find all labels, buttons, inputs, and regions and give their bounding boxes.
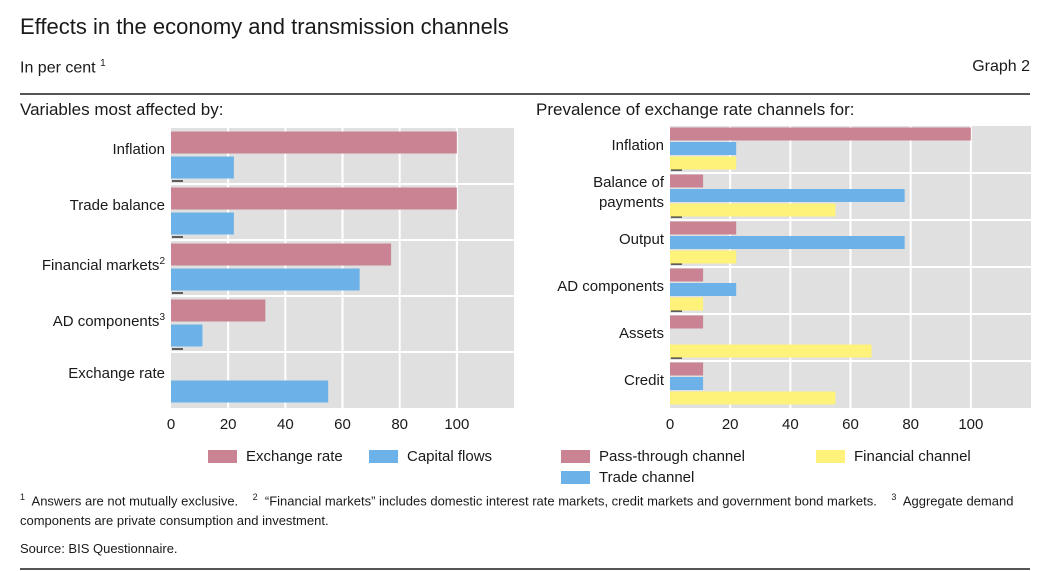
category-label: Financial markets2 — [41, 256, 165, 274]
legend-item: Exchange rate — [208, 448, 343, 465]
legend-label: Capital flows — [407, 448, 493, 465]
x-tick-label: 0 — [167, 416, 175, 433]
bar-pass-through-channel-balance-of-payments — [670, 174, 704, 188]
bar-capital-flows-inflation — [171, 156, 234, 179]
category-label: Balance of payments — [593, 173, 664, 211]
chart-title: Effects in the economy and transmission … — [20, 14, 509, 39]
bar-capital-flows-ad-components — [171, 324, 203, 347]
x-tick-label: 100 — [444, 416, 469, 433]
legend-label: Pass-through channel — [599, 448, 745, 465]
footnotes: 1 Answers are not mutually exclusive. 2 … — [20, 487, 1035, 531]
subtitle-text: In per cent — [20, 59, 96, 77]
bar-exchange-rate-ad-components — [171, 299, 266, 322]
legend-swatch — [561, 450, 590, 463]
legend-item: Financial channel — [816, 448, 971, 465]
category-footnote-mark: 3 — [159, 312, 165, 323]
bar-financial-channel-balance-of-payments — [670, 203, 836, 217]
x-tick-label: 20 — [220, 416, 237, 433]
bar-trade-channel-output — [670, 236, 905, 249]
x-tick-label: 60 — [842, 416, 859, 433]
bar-pass-through-channel-output — [670, 221, 737, 235]
legend-item: Pass-through channel — [561, 448, 745, 465]
bar-exchange-rate-financial-markets — [171, 243, 392, 266]
bar-trade-channel-ad-components — [670, 283, 737, 296]
legend-swatch — [208, 450, 237, 463]
category-label: AD components — [557, 277, 664, 295]
right-panel-title: Prevalence of exchange rate channels for… — [536, 100, 855, 119]
bar-exchange-rate-inflation — [171, 131, 457, 154]
x-tick-label: 80 — [902, 416, 919, 433]
legend-label: Exchange rate — [246, 448, 343, 465]
footnote-mark-2: 2 — [252, 492, 258, 502]
x-tick-label: 60 — [334, 416, 351, 433]
footnote-1: Answers are not mutually exclusive. — [31, 493, 239, 509]
x-tick-label: 40 — [782, 416, 799, 433]
footnote-mark-1: 1 — [20, 492, 26, 502]
legend-label: Trade channel — [599, 469, 695, 486]
legend-swatch — [561, 471, 590, 484]
category-label: Trade balance — [69, 197, 165, 214]
bar-capital-flows-exchange-rate — [171, 380, 329, 403]
category-label: Inflation — [611, 136, 664, 154]
category-label: Output — [618, 230, 664, 248]
legend-label: Financial channel — [854, 448, 971, 465]
legend-swatch — [369, 450, 398, 463]
bar-trade-channel-balance-of-payments — [670, 189, 905, 202]
left-panel-title: Variables most affected by: — [20, 100, 224, 119]
bar-financial-channel-inflation — [670, 156, 737, 170]
bar-trade-channel-inflation — [670, 142, 737, 155]
category-label: Inflation — [112, 141, 165, 158]
bar-pass-through-channel-credit — [670, 362, 704, 376]
bar-exchange-rate-trade-balance — [171, 187, 457, 210]
category-label: Exchange rate — [68, 365, 165, 382]
category-label: Assets — [618, 324, 664, 342]
bottom-divider — [20, 568, 1030, 570]
bar-pass-through-channel-inflation — [670, 127, 971, 141]
bar-trade-channel-credit — [670, 377, 704, 390]
x-tick-label: 100 — [958, 416, 983, 433]
bar-financial-channel-assets — [670, 344, 872, 358]
legend-item: Capital flows — [369, 448, 492, 465]
graph-number: Graph 2 — [972, 58, 1030, 75]
legend-item: Trade channel — [561, 469, 694, 486]
bar-financial-channel-ad-components — [670, 297, 704, 311]
bar-capital-flows-financial-markets — [171, 268, 360, 291]
top-divider — [20, 93, 1030, 95]
x-tick-label: 80 — [391, 416, 408, 433]
bar-pass-through-channel-ad-components — [670, 268, 704, 282]
bar-financial-channel-output — [670, 250, 737, 264]
footnote-3: Aggregate demand components are private … — [20, 493, 1014, 529]
category-label: AD components3 — [52, 312, 165, 330]
x-tick-label: 0 — [666, 416, 674, 433]
bar-pass-through-channel-assets — [670, 315, 704, 329]
chart-subtitle: In per cent 1 — [20, 58, 106, 77]
subtitle-footnote-mark: 1 — [100, 58, 106, 69]
category-footnote-mark: 2 — [159, 256, 165, 267]
x-tick-label: 40 — [277, 416, 294, 433]
source-note: Source: BIS Questionnaire. — [20, 541, 178, 556]
bar-financial-channel-credit — [670, 391, 836, 405]
footnote-mark-3: 3 — [891, 492, 897, 502]
legend-swatch — [816, 450, 845, 463]
x-tick-label: 20 — [722, 416, 739, 433]
footnote-2: “Financial markets” includes domestic in… — [264, 493, 877, 509]
category-label: Credit — [623, 371, 664, 389]
bar-capital-flows-trade-balance — [171, 212, 234, 235]
